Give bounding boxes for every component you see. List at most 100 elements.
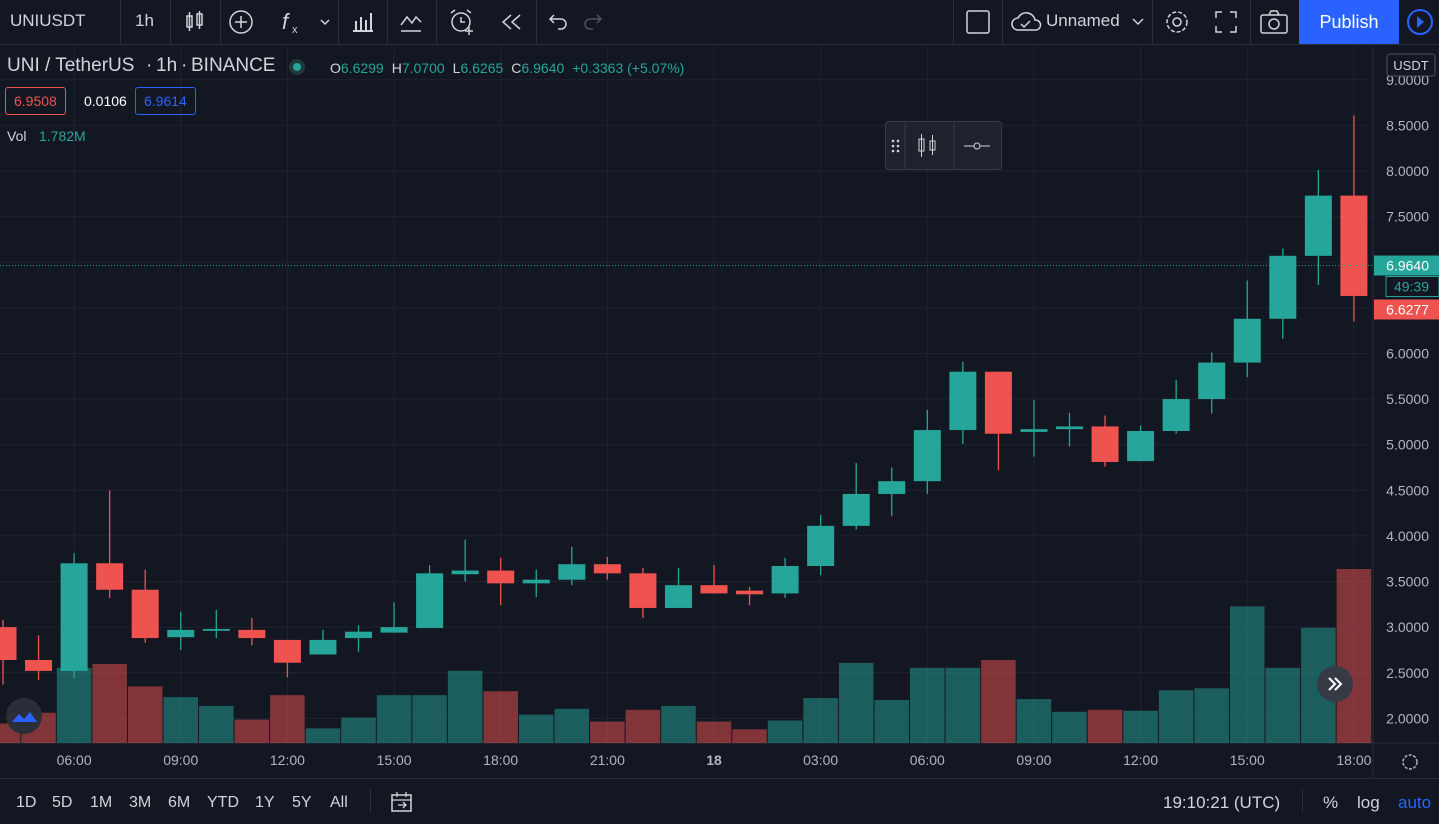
separator [220, 0, 221, 44]
range-button[interactable]: All [330, 794, 348, 811]
low-price-badge [1374, 299, 1439, 320]
last-price: 6.9640 [1386, 258, 1429, 274]
scroll-button[interactable] [1317, 666, 1353, 702]
candle-body [238, 629, 266, 639]
y-tick-label: 7.5000 [1386, 209, 1429, 225]
range-button[interactable]: 6M [168, 794, 191, 811]
candle-body [1091, 426, 1119, 463]
percent-toggle[interactable]: % [1323, 793, 1339, 812]
separator [120, 0, 121, 44]
separator [170, 0, 171, 44]
range-button[interactable]: 1Y [255, 794, 275, 811]
candles-icon[interactable] [182, 9, 208, 35]
separator [1250, 0, 1251, 44]
x-tick-label: 06:00 [57, 752, 92, 768]
range-button[interactable]: 1D [16, 794, 37, 811]
candle-body [167, 629, 195, 638]
floating-toolbar-icons[interactable] [886, 122, 1001, 169]
volume-bar [1016, 699, 1052, 743]
candle-body [984, 371, 1012, 434]
tv-logo [6, 698, 42, 734]
templates-icon[interactable] [350, 9, 376, 35]
svg-text:x: x [292, 24, 298, 36]
x-tick-label: 09:00 [163, 752, 198, 768]
replay-chart-icon[interactable] [398, 9, 424, 35]
x-tick-label: 09:00 [1016, 752, 1051, 768]
cloud-icon[interactable] [1010, 10, 1044, 34]
fullscreen-icon[interactable] [1212, 8, 1240, 36]
separator [953, 0, 954, 44]
layout-icon[interactable] [965, 9, 991, 35]
volume-bar [590, 721, 625, 743]
y-tick-label: 2.0000 [1386, 710, 1429, 726]
volume-bar [376, 695, 412, 743]
volume-bar [483, 691, 518, 743]
auto-toggle[interactable]: auto [1398, 793, 1432, 812]
candle-body [1304, 195, 1332, 256]
currency-badge [1386, 53, 1436, 77]
price-axis-bg [1373, 46, 1439, 778]
log-toggle[interactable]: log [1357, 793, 1380, 812]
dropdown-icon[interactable] [1130, 14, 1146, 30]
volume-bar [234, 719, 270, 743]
chart-pane: 2.0000 2.5000 3.0000 3.5000 4.0000 4.5000 5.00… [0, 46, 1439, 778]
spread: 0.0106 [84, 93, 127, 109]
undo-icon[interactable] [545, 9, 571, 35]
bid-price[interactable]: 6.9508 [5, 87, 66, 115]
y-tick-label: 5.5000 [1386, 391, 1429, 407]
stream-icon[interactable] [1405, 7, 1435, 37]
range-button[interactable]: 5D [52, 794, 73, 811]
countdown-badge [1385, 276, 1439, 298]
candle-body [96, 563, 124, 590]
layout-name[interactable]: Unnamed [1046, 11, 1120, 30]
ask-price[interactable]: 6.9614 [135, 87, 196, 115]
ohlc-label: L [452, 60, 461, 76]
candle-body [949, 371, 977, 431]
candle-body [1340, 195, 1368, 296]
candle-body [380, 627, 408, 633]
alert-icon[interactable] [447, 7, 477, 37]
snapshot-icon[interactable] [1259, 8, 1289, 36]
candle-body [700, 585, 728, 594]
symbol-button[interactable]: UNIUSDT [10, 11, 86, 30]
x-tick-label: 18 [706, 752, 722, 768]
tv-logo-mark [12, 712, 37, 722]
scroll-arrow [1328, 677, 1343, 691]
y-tick-label: 2.5000 [1386, 665, 1429, 681]
x-tick-label: 18:00 [483, 752, 518, 768]
volume-bar [874, 700, 910, 743]
volume-bar [127, 686, 163, 743]
settings-icon[interactable] [1163, 8, 1191, 36]
volume-bar [92, 663, 127, 743]
range-button[interactable]: 5Y [292, 794, 312, 811]
x-tick-label: 12:00 [270, 752, 305, 768]
goto-date-icon[interactable] [390, 791, 414, 813]
x-tick-label: 03:00 [803, 752, 838, 768]
volume-bar [838, 662, 874, 743]
range-button[interactable]: YTD [207, 794, 239, 811]
publish-button[interactable]: Publish [1299, 0, 1399, 44]
compare-icon[interactable] [227, 8, 255, 36]
market-status[interactable] [288, 58, 306, 76]
y-tick-label: 6.0000 [1386, 345, 1429, 361]
currency: USDT [1393, 58, 1428, 73]
volume-bar [981, 660, 1016, 743]
clock[interactable]: 19:10:21 (UTC) [1163, 793, 1281, 812]
y-tick-label: 8.0000 [1386, 163, 1429, 179]
replay-icon[interactable] [498, 9, 524, 35]
volume-bar [412, 695, 447, 743]
interval-button[interactable]: 1h [135, 11, 154, 30]
candle-body [1233, 318, 1261, 363]
volume-bar [1265, 667, 1301, 743]
volume-bar [803, 698, 838, 743]
volume-bar [554, 708, 590, 743]
volume-bar [1158, 690, 1194, 743]
floating-toolbar [885, 121, 1002, 170]
range-button[interactable]: 1M [90, 794, 113, 811]
volume-bar [1087, 709, 1123, 743]
candle-body [736, 590, 764, 595]
candle-body [807, 525, 835, 567]
range-button[interactable]: 3M [129, 794, 152, 811]
